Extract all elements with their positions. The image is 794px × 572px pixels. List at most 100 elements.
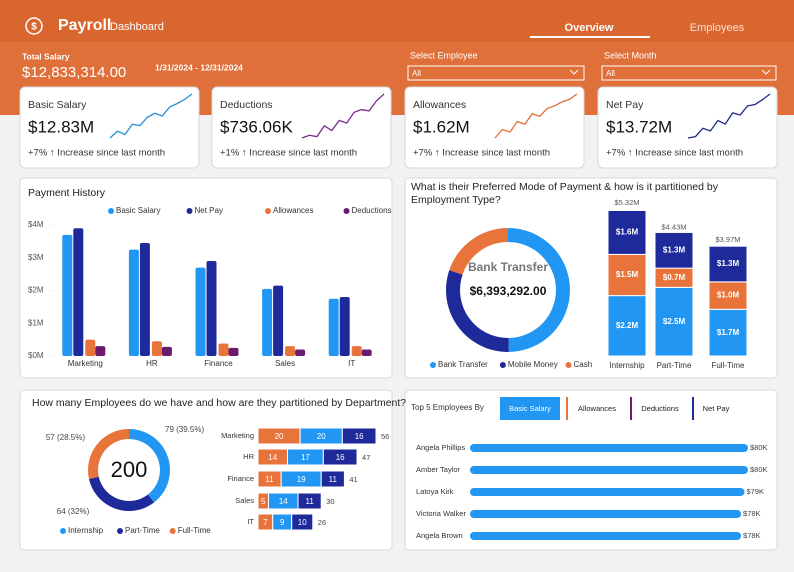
- bar: [262, 288, 273, 356]
- bar-value-label: $0.7M: [663, 273, 686, 282]
- stacked-bar: [291, 513, 314, 531]
- x-tick-label: HR: [146, 359, 158, 368]
- bar-value-label: 14: [268, 453, 277, 462]
- stacked-bar: [708, 308, 748, 357]
- bar: [128, 249, 139, 356]
- filter-select[interactable]: [601, 65, 777, 81]
- option-label[interactable]: Basic Salary: [509, 404, 551, 413]
- legend-swatch: [117, 528, 123, 534]
- y-tick-label: Victoria Walker: [416, 509, 467, 518]
- legend-label: Deductions: [352, 206, 392, 215]
- bar-value-label: 5: [261, 497, 266, 506]
- bar-value-label: 20: [275, 432, 284, 441]
- option-label[interactable]: Allowances: [578, 404, 616, 413]
- stacked-bar: [341, 427, 377, 445]
- filter-select[interactable]: [407, 65, 585, 81]
- panel-title: What is their Preferred Mode of Payment …: [411, 181, 718, 206]
- legend-swatch: [169, 528, 176, 534]
- bar-value-label: $80K: [750, 443, 768, 452]
- sparkline: [687, 93, 771, 139]
- y-tick-label: Latoya Kirk: [416, 487, 454, 496]
- x-tick-label: Marketing: [68, 359, 103, 368]
- legend-swatch: [565, 362, 572, 368]
- y-tick-label: $3M: [28, 253, 44, 262]
- bar: [295, 349, 306, 356]
- y-tick-label: HR: [243, 452, 254, 461]
- bar-value-label: $1.3M: [663, 245, 686, 254]
- option-button[interactable]: [566, 397, 568, 420]
- dropdown-caret: [761, 69, 771, 75]
- total-label: 47: [362, 453, 370, 462]
- total-label: 26: [318, 518, 326, 527]
- tab[interactable]: Overview: [565, 22, 614, 34]
- y-tick-label: Finance: [227, 474, 254, 483]
- bar-value-label: 17: [301, 453, 310, 462]
- stacked-bar: [607, 209, 647, 255]
- legend-swatch: [186, 208, 193, 214]
- legend-label: Bank Transfer: [438, 360, 488, 369]
- logo-icon: [25, 17, 43, 35]
- option-button[interactable]: [630, 397, 632, 420]
- option-button[interactable]: [500, 397, 560, 420]
- donut-segment: [446, 270, 509, 352]
- bar: [470, 444, 748, 452]
- bar-value-label: $1.5M: [616, 270, 639, 279]
- legend-label: Part-Time: [125, 526, 160, 535]
- summary-value: $12,833,314.00: [22, 64, 126, 81]
- donut-value-label: 57 (28.5%): [46, 433, 85, 442]
- option-label[interactable]: Net Pay: [703, 404, 730, 413]
- donut-center-value: $6,393,292.00: [470, 284, 547, 298]
- bar-value-label: 11: [329, 475, 338, 484]
- bar-value-label: $1.6M: [616, 228, 639, 237]
- x-tick-label: Internship: [609, 361, 645, 370]
- panel: [19, 177, 393, 379]
- dropdown-caret: [569, 69, 579, 75]
- kpi-title: Basic Salary: [28, 99, 87, 111]
- stacked-bar: [297, 492, 322, 510]
- donut-value-label: 79 (39.5%): [165, 425, 204, 434]
- option-label[interactable]: Deductions: [641, 404, 679, 413]
- legend-label: Mobile Money: [508, 360, 558, 369]
- kpi-change: +1% ↑ Increase since last month: [220, 148, 357, 159]
- kpi-card: [211, 86, 392, 169]
- bar: [470, 488, 745, 496]
- y-tick-label: IT: [247, 517, 254, 526]
- legend-swatch: [108, 208, 114, 214]
- filter-value: All: [606, 69, 615, 78]
- app-subtitle: Dashboard: [110, 21, 164, 33]
- donut-segment: [88, 476, 155, 512]
- stacked-bar: [322, 448, 358, 466]
- x-tick-label: IT: [348, 359, 355, 368]
- donut-center-label: Bank Transfer: [468, 260, 548, 274]
- bar-value-label: 16: [336, 453, 345, 462]
- legend-label: Cash: [574, 360, 593, 369]
- x-tick-label: Part-Time: [657, 361, 692, 370]
- bar-value-label: 7: [263, 518, 268, 527]
- sparkline: [301, 93, 385, 139]
- bar: [195, 267, 206, 356]
- kpi-value: $736.06K: [220, 117, 293, 136]
- donut-segment: [508, 227, 571, 352]
- legend-label: Allowances: [273, 206, 313, 215]
- stacked-bar: [607, 253, 647, 297]
- donut-total: 200: [111, 457, 148, 482]
- total-label: 56: [381, 432, 389, 441]
- bar: [228, 347, 239, 356]
- option-button[interactable]: [692, 397, 694, 420]
- bar: [273, 285, 284, 356]
- legend-label: Internship: [68, 526, 104, 535]
- bar-value-label: $1.3M: [717, 259, 740, 268]
- summary-period: 1/31/2024 - 12/31/2024: [155, 62, 243, 72]
- legend-swatch: [499, 362, 506, 368]
- bar: [206, 261, 217, 356]
- tab[interactable]: Employees: [690, 22, 745, 34]
- y-tick-label: Sales: [235, 496, 254, 505]
- kpi-title: Deductions: [220, 99, 273, 111]
- bar: [361, 349, 372, 356]
- stacked-bar: [654, 286, 694, 357]
- summary-label: Total Salary: [22, 51, 70, 61]
- bar: [218, 343, 229, 356]
